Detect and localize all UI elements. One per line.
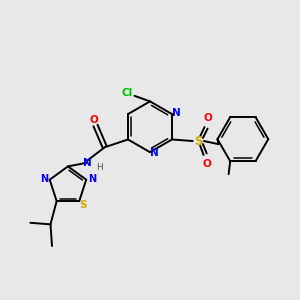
Text: O: O (202, 159, 211, 169)
Text: O: O (203, 113, 212, 123)
Text: S: S (79, 200, 87, 210)
Text: N: N (88, 174, 96, 184)
Text: O: O (90, 115, 98, 125)
Text: N: N (150, 148, 158, 158)
Text: H: H (96, 163, 103, 172)
Text: N: N (83, 158, 92, 168)
Text: S: S (194, 134, 202, 148)
Text: Cl: Cl (121, 88, 132, 98)
Text: N: N (172, 108, 180, 118)
Text: N: N (40, 174, 48, 184)
